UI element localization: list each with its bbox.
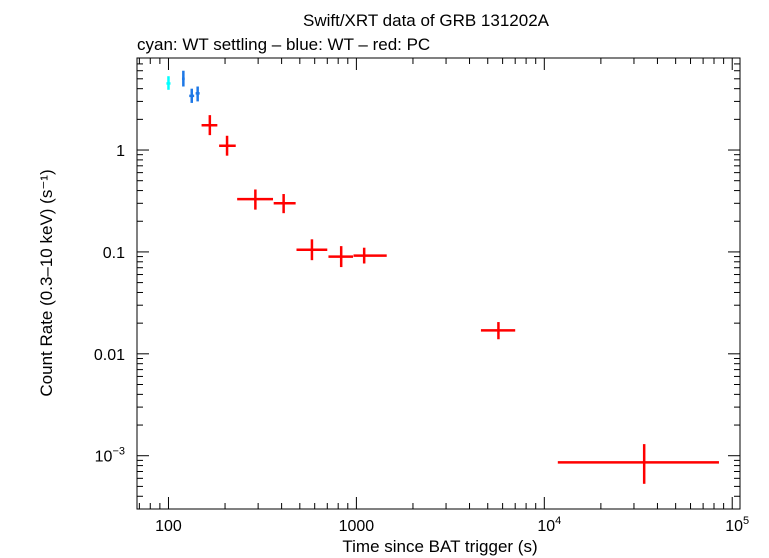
data-point (237, 189, 274, 210)
x-tick-label: 104 (537, 515, 561, 535)
y-axis-label: Count Rate (0.3–10 keV) (s⁻¹) (37, 169, 56, 396)
data-point (273, 194, 296, 214)
data-point (219, 135, 236, 156)
plot-frame (136, 57, 741, 510)
data-point (480, 322, 516, 340)
x-tick-label: 100 (155, 518, 182, 535)
data-point (557, 444, 719, 484)
data-point (195, 86, 200, 102)
data-point (328, 246, 354, 268)
data-point (201, 115, 218, 136)
data-point (189, 88, 195, 103)
axis-ticks (137, 57, 740, 510)
data-points (166, 70, 719, 484)
data-point (296, 239, 328, 261)
y-tick-label: 0.1 (103, 245, 125, 262)
y-tick-label: 0.01 (94, 347, 125, 364)
x-axis-label: Time since BAT trigger (s) (342, 537, 537, 556)
y-tick-label: 10−3 (95, 446, 125, 466)
data-point (181, 70, 185, 87)
data-point (166, 76, 171, 90)
x-tick-label: 1000 (339, 518, 375, 535)
data-point (353, 247, 387, 264)
tick-labels: 100 1000 104 105 1 0.1 0.01 10−3 (94, 143, 749, 535)
chart-subtitle: cyan: WT settling – blue: WT – red: PC (137, 35, 430, 54)
y-tick-label: 1 (116, 143, 125, 160)
x-tick-label: 105 (725, 515, 749, 535)
chart-title: Swift/XRT data of GRB 131202A (303, 11, 550, 30)
